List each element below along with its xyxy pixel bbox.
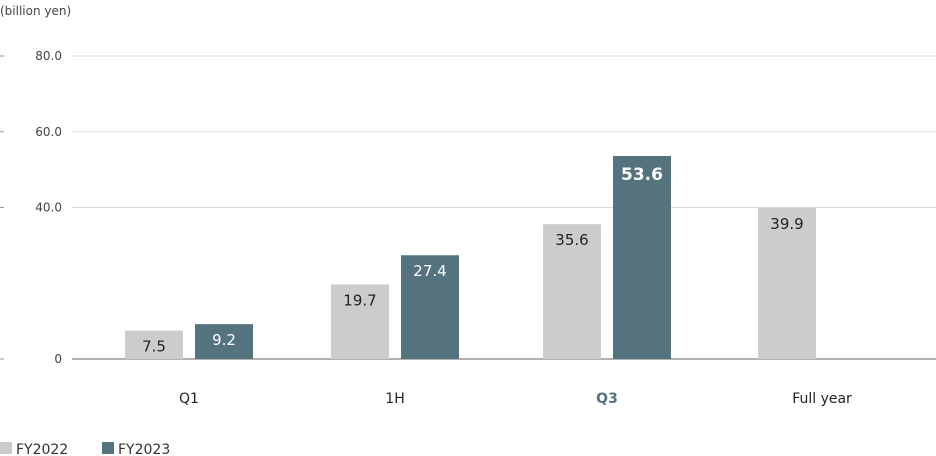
data-label: 9.2 (212, 331, 236, 349)
y-axis-ticks: 0 40.0 60.0 80.0 (0, 49, 62, 366)
legend-swatch (0, 442, 12, 454)
data-label: 7.5 (142, 338, 166, 356)
legend-item-fy2022: FY2022 (0, 442, 68, 456)
x-axis-ticks: Q1 1H Q3 Full year (179, 391, 852, 407)
bars (125, 155, 816, 359)
bar-fy2023-1h (401, 255, 459, 359)
legend-label: FY2022 (16, 442, 68, 456)
x-tick-label: 1H (385, 391, 404, 407)
y-tick-label: 60.0 (35, 125, 62, 139)
y-tick-label: 40.0 (35, 201, 62, 215)
y-axis-unit-label: (billion yen) (0, 4, 71, 18)
x-tick-label: Full year (792, 391, 852, 407)
data-label: 39.9 (770, 215, 803, 233)
data-label: 27.4 (413, 262, 446, 280)
legend-label: FY2023 (118, 442, 170, 456)
data-labels: 7.5 19.7 35.6 39.9 9.2 27.4 53.6 (142, 165, 804, 356)
data-label: 35.6 (555, 231, 588, 249)
legend: FY2022 FY2023 (0, 442, 170, 456)
data-label: 53.6 (621, 165, 663, 185)
bar-fy2023-q1 (195, 324, 253, 359)
bar-fy2022-1h (331, 284, 389, 359)
bar-fy2022-q1 (125, 330, 183, 359)
y-tick-label: 0 (54, 352, 62, 366)
bar-fy2022-full-year (758, 207, 816, 359)
bar-fy2022-q3 (543, 224, 601, 359)
legend-swatch (102, 442, 114, 454)
x-tick-label: Q1 (179, 391, 199, 407)
y-tick-label: 80.0 (35, 49, 62, 63)
legend-item-fy2023: FY2023 (102, 442, 170, 456)
data-label: 19.7 (343, 291, 376, 309)
bar-fy2023-q3 (613, 155, 671, 359)
x-tick-label: Q3 (596, 391, 618, 407)
